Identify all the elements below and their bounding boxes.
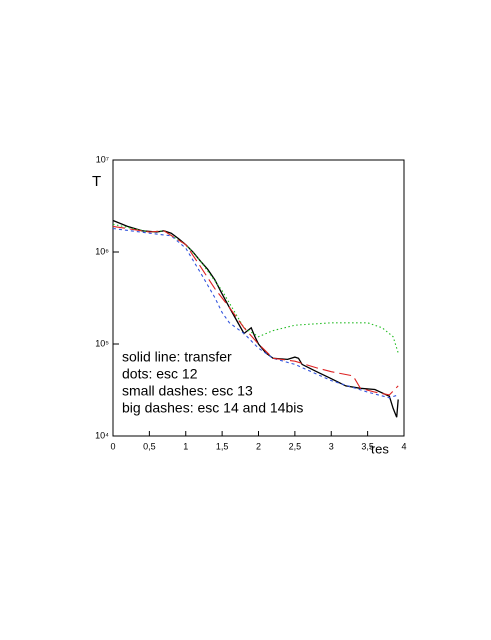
- x-tick-label: 3,5: [361, 441, 374, 451]
- annotation: small dashes: esc 13: [122, 383, 253, 399]
- x-tick-label: 1,5: [216, 441, 229, 451]
- y-tick-label: 10⁵: [95, 338, 109, 348]
- x-tick-label: 4: [401, 441, 406, 451]
- y-tick-label: 10⁶: [95, 246, 109, 256]
- y-axis-label: T: [92, 173, 101, 190]
- y-tick-label: 10⁷: [96, 154, 109, 164]
- x-tick-label: 0,5: [143, 441, 156, 451]
- x-tick-label: 0: [110, 441, 115, 451]
- annotation: big dashes: esc 14 and 14bis: [122, 400, 303, 416]
- annotation: dots: esc 12: [122, 366, 198, 382]
- x-axis-label: τes: [370, 441, 389, 456]
- x-tick-label: 2,5: [289, 441, 302, 451]
- series-line: [112, 223, 399, 354]
- y-tick-label: 10⁴: [95, 430, 109, 440]
- annotation: solid line: transfer: [122, 349, 232, 365]
- series-line: [112, 227, 399, 399]
- x-tick-label: 3: [329, 441, 334, 451]
- series-line: [112, 225, 399, 396]
- series-line: [112, 219, 399, 418]
- x-tick-label: 2: [256, 441, 261, 451]
- x-tick-label: 1: [183, 441, 188, 451]
